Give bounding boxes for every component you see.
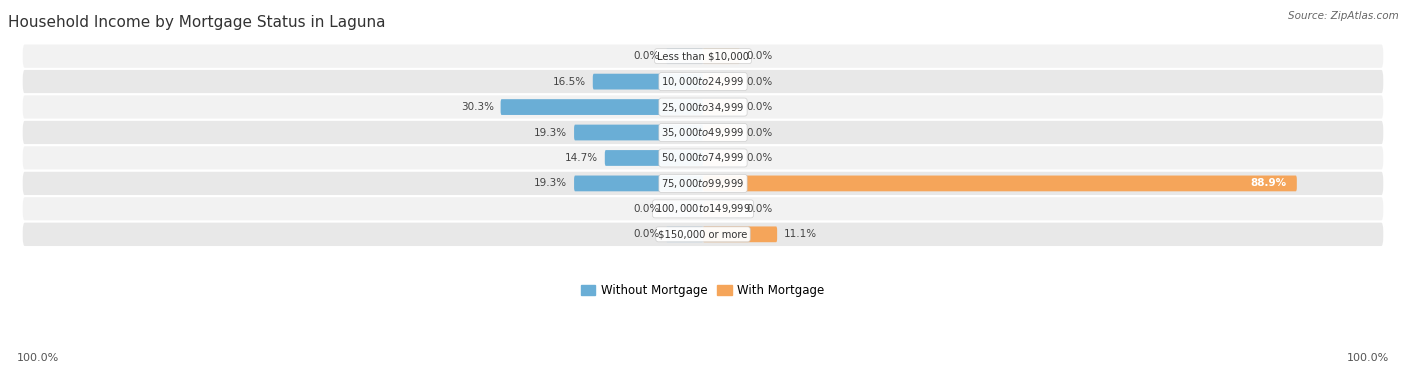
Text: 11.1%: 11.1%	[783, 229, 817, 239]
Text: 100.0%: 100.0%	[17, 353, 59, 363]
FancyBboxPatch shape	[593, 74, 703, 90]
Text: $100,000 to $149,999: $100,000 to $149,999	[655, 202, 751, 215]
Text: Less than $10,000: Less than $10,000	[657, 51, 749, 61]
Text: $75,000 to $99,999: $75,000 to $99,999	[661, 177, 745, 190]
FancyBboxPatch shape	[703, 48, 740, 64]
Text: 88.9%: 88.9%	[1251, 178, 1286, 188]
FancyBboxPatch shape	[666, 226, 703, 242]
FancyBboxPatch shape	[21, 171, 1385, 196]
Text: 0.0%: 0.0%	[633, 229, 659, 239]
FancyBboxPatch shape	[666, 48, 703, 64]
Text: 19.3%: 19.3%	[534, 127, 568, 138]
FancyBboxPatch shape	[21, 69, 1385, 94]
FancyBboxPatch shape	[703, 150, 740, 166]
Text: 16.5%: 16.5%	[553, 77, 586, 87]
FancyBboxPatch shape	[21, 120, 1385, 145]
FancyBboxPatch shape	[21, 94, 1385, 120]
Text: $35,000 to $49,999: $35,000 to $49,999	[661, 126, 745, 139]
FancyBboxPatch shape	[21, 222, 1385, 247]
Text: 0.0%: 0.0%	[747, 127, 773, 138]
Text: 100.0%: 100.0%	[1347, 353, 1389, 363]
Text: 30.3%: 30.3%	[461, 102, 494, 112]
Text: 0.0%: 0.0%	[747, 51, 773, 61]
Text: $10,000 to $24,999: $10,000 to $24,999	[661, 75, 745, 88]
FancyBboxPatch shape	[703, 226, 778, 242]
FancyBboxPatch shape	[703, 99, 740, 115]
FancyBboxPatch shape	[703, 201, 740, 217]
Text: 19.3%: 19.3%	[534, 178, 568, 188]
Text: 14.7%: 14.7%	[565, 153, 598, 163]
Text: $25,000 to $34,999: $25,000 to $34,999	[661, 101, 745, 113]
Text: 0.0%: 0.0%	[633, 51, 659, 61]
FancyBboxPatch shape	[574, 175, 703, 191]
FancyBboxPatch shape	[21, 196, 1385, 222]
FancyBboxPatch shape	[703, 175, 1296, 191]
Text: Source: ZipAtlas.com: Source: ZipAtlas.com	[1288, 11, 1399, 21]
Legend: Without Mortgage, With Mortgage: Without Mortgage, With Mortgage	[576, 280, 830, 302]
Text: 0.0%: 0.0%	[747, 204, 773, 214]
FancyBboxPatch shape	[703, 125, 740, 140]
Text: $150,000 or more: $150,000 or more	[658, 229, 748, 239]
Text: Household Income by Mortgage Status in Laguna: Household Income by Mortgage Status in L…	[8, 15, 385, 30]
Text: 0.0%: 0.0%	[633, 204, 659, 214]
FancyBboxPatch shape	[21, 145, 1385, 171]
Text: 0.0%: 0.0%	[747, 153, 773, 163]
FancyBboxPatch shape	[605, 150, 703, 166]
FancyBboxPatch shape	[501, 99, 703, 115]
FancyBboxPatch shape	[703, 74, 740, 90]
Text: $50,000 to $74,999: $50,000 to $74,999	[661, 152, 745, 164]
FancyBboxPatch shape	[21, 43, 1385, 69]
Text: 0.0%: 0.0%	[747, 77, 773, 87]
FancyBboxPatch shape	[574, 125, 703, 140]
FancyBboxPatch shape	[666, 201, 703, 217]
Text: 0.0%: 0.0%	[747, 102, 773, 112]
